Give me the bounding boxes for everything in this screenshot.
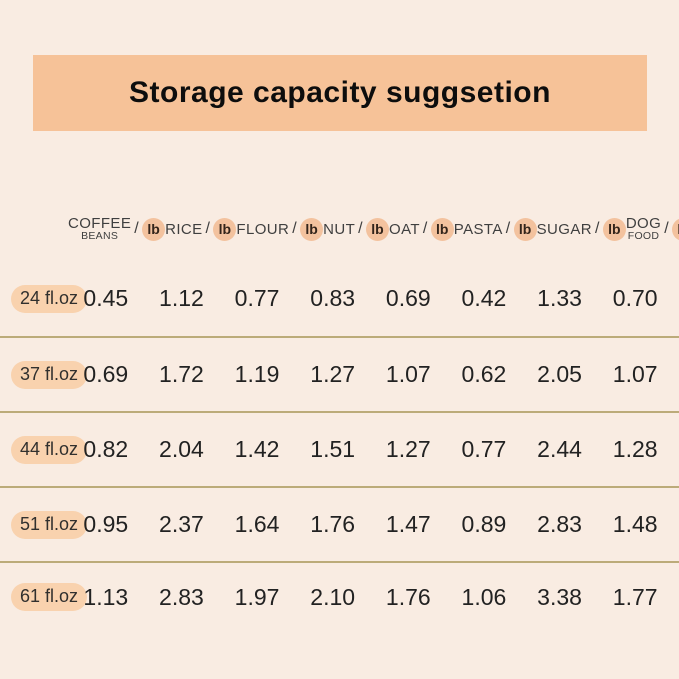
capacity-value: 0.45 xyxy=(83,285,129,311)
capacity-value: 2.10 xyxy=(310,583,356,610)
capacity-value: 2.83 xyxy=(159,583,204,610)
container-size-badge: 44 fl.oz xyxy=(11,435,88,464)
column-header-nut: NUT / lb xyxy=(323,217,389,241)
capacity-value: 3.38 xyxy=(537,583,582,610)
column-sublabel: FOOD xyxy=(627,230,660,242)
capacity-value: 0.69 xyxy=(385,285,431,311)
capacity-value: 1.27 xyxy=(310,361,356,387)
column-header-rice: RICE / lb xyxy=(165,217,237,241)
column-label: FLOUR xyxy=(236,220,290,238)
column-header-flour: FLOUR / lb xyxy=(236,217,324,241)
capacity-value: 1.13 xyxy=(83,583,129,610)
slash-separator: / xyxy=(292,220,298,237)
page-title: Storage capacity suggsetion xyxy=(129,76,551,109)
capacity-value: 1.42 xyxy=(234,436,280,462)
column-header-oat: OAT / lb xyxy=(389,217,454,241)
slash-separator: / xyxy=(358,220,363,237)
capacity-value: 0.95 xyxy=(83,511,129,537)
slash-separator: / xyxy=(205,220,211,237)
table-row: 37 fl.oz 0.69 1.72 1.19 1.27 1.07 0.62 2… xyxy=(0,336,679,411)
container-size-badge: 37 fl.oz xyxy=(11,360,88,389)
capacity-value: 0.83 xyxy=(310,285,356,311)
capacity-value: 0.77 xyxy=(461,436,507,462)
unit-lb-badge: lb xyxy=(430,217,454,241)
capacity-value: 0.70 xyxy=(612,285,658,311)
capacity-value: 1.64 xyxy=(234,511,280,537)
capacity-value: 0.62 xyxy=(461,361,507,387)
capacity-value: 2.05 xyxy=(537,361,582,387)
capacity-value: 1.76 xyxy=(310,511,356,537)
column-label: RICE xyxy=(165,220,203,238)
capacity-value: 1.76 xyxy=(385,583,431,610)
column-label: OAT xyxy=(389,220,420,238)
capacity-value: 2.37 xyxy=(159,511,204,537)
container-size-badge: 24 fl.oz xyxy=(11,284,88,313)
capacity-value: 2.44 xyxy=(537,436,582,462)
column-sublabel: BEANS xyxy=(81,230,119,242)
capacity-value: 0.82 xyxy=(83,436,129,462)
table-header-row: COFFEE BEANS / lb RICE / lb FLOUR / lb xyxy=(0,197,679,261)
slash-separator: / xyxy=(422,220,428,237)
capacity-value: 1.77 xyxy=(612,583,658,610)
column-header-pasta: PASTA / lb xyxy=(453,217,537,241)
slash-separator: / xyxy=(134,220,140,237)
capacity-value: 1.06 xyxy=(461,583,507,610)
slash-separator: / xyxy=(594,220,600,237)
column-label: SUGAR xyxy=(536,220,592,238)
unit-lb-badge: lb xyxy=(513,217,537,241)
capacity-value: 1.19 xyxy=(234,361,280,387)
container-size-badge: 61 fl.oz xyxy=(11,583,88,611)
slash-separator: / xyxy=(505,220,511,237)
capacity-value: 1.07 xyxy=(385,361,431,387)
capacity-value: 1.27 xyxy=(385,436,431,462)
table-row: 51 fl.oz 0.95 2.37 1.64 1.76 1.47 0.89 2… xyxy=(0,486,679,561)
column-header-dog-food: DOG FOOD / lb xyxy=(626,216,679,242)
unit-lb-badge: lb xyxy=(300,217,324,241)
column-label: COFFEE xyxy=(68,215,132,232)
capacity-value: 1.72 xyxy=(159,361,204,387)
column-label: DOG xyxy=(625,215,662,232)
unit-lb-badge: lb xyxy=(672,217,679,241)
capacity-table: COFFEE BEANS / lb RICE / lb FLOUR / lb xyxy=(0,197,679,631)
capacity-value: 1.12 xyxy=(159,285,204,311)
unit-lb-badge: lb xyxy=(602,217,626,241)
capacity-value: 0.42 xyxy=(461,285,507,311)
unit-lb-badge: lb xyxy=(366,217,389,241)
unit-lb-badge: lb xyxy=(213,217,237,241)
container-size-badge: 51 fl.oz xyxy=(11,510,88,539)
capacity-value: 0.77 xyxy=(234,285,280,311)
column-label: NUT xyxy=(323,220,356,238)
column-header-coffee-beans: COFFEE BEANS / lb xyxy=(68,215,166,242)
capacity-value: 1.33 xyxy=(537,285,582,311)
capacity-value: 1.97 xyxy=(234,583,280,610)
capacity-value: 1.51 xyxy=(310,436,356,462)
table-row: 24 fl.oz 0.45 1.12 0.77 0.83 0.69 0.42 1… xyxy=(0,261,679,336)
title-banner: Storage capacity suggsetion xyxy=(33,55,647,131)
table-row: 44 fl.oz 0.82 2.04 1.42 1.51 1.27 0.77 2… xyxy=(0,411,679,486)
table-row: 61 fl.oz 1.13 2.83 1.97 2.10 1.76 1.06 3… xyxy=(0,561,679,631)
column-label: PASTA xyxy=(453,220,503,238)
capacity-value: 1.28 xyxy=(612,436,658,462)
capacity-value: 0.69 xyxy=(83,361,129,387)
column-header-sugar: SUGAR / lb xyxy=(536,217,626,241)
capacity-value: 0.89 xyxy=(461,511,507,537)
capacity-value: 1.47 xyxy=(385,511,431,537)
capacity-value: 1.07 xyxy=(612,361,658,387)
slash-separator: / xyxy=(664,220,670,237)
capacity-value: 2.83 xyxy=(537,511,582,537)
capacity-value: 1.48 xyxy=(612,511,658,537)
capacity-value: 2.04 xyxy=(159,436,204,462)
unit-lb-badge: lb xyxy=(142,217,166,241)
